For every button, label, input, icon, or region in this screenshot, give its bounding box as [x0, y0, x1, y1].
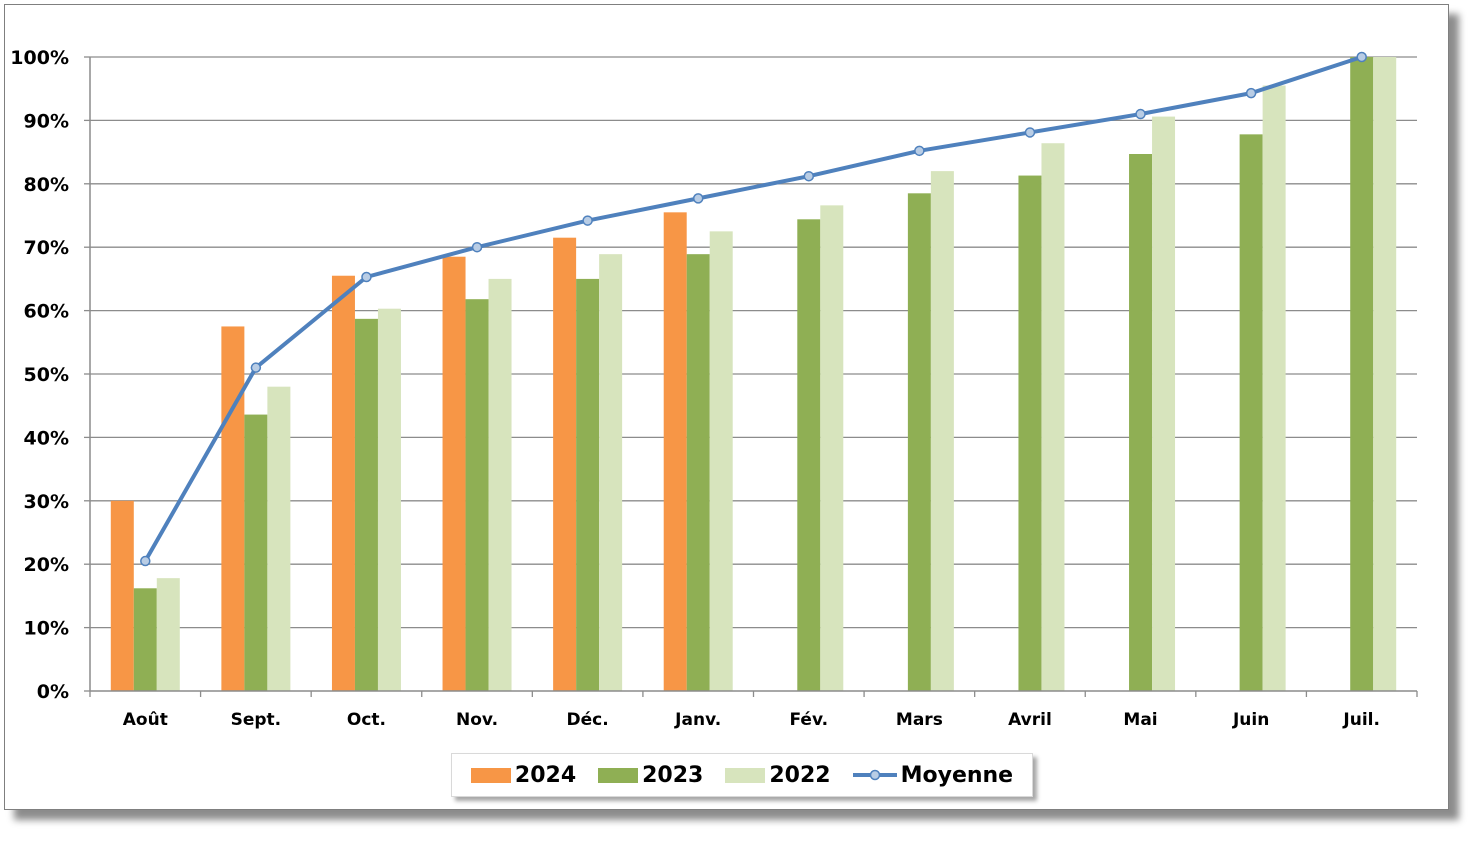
y-tick-label: 100% — [10, 47, 69, 69]
legend-swatch-2022 — [725, 767, 766, 783]
bar-2023-Nov. — [465, 299, 489, 691]
point-Moyenne-Mai — [1135, 108, 1146, 120]
y-tick-label: 30% — [24, 491, 69, 513]
bar-2022-Mars — [930, 171, 954, 691]
x-tick-label: Fév. — [789, 710, 828, 730]
chart-frame: 0% 10% 20% 30% 40% 50% 60% 70% 80% 90% 100% Août Sep… — [4, 4, 1449, 810]
bar-2022-Juil. — [1373, 57, 1397, 691]
bar-2024-Sept. — [221, 326, 245, 691]
x-tick-label: Avril — [1008, 710, 1052, 730]
bar-2024-Janv. — [663, 212, 687, 691]
bar-2023-Oct. — [354, 318, 378, 691]
bar-2022-Sept. — [267, 386, 291, 691]
bar-2024-Oct. — [331, 275, 355, 691]
bar-2023-Déc. — [576, 278, 600, 691]
bar-2024-Août — [110, 500, 134, 691]
x-tick-label: Juil. — [1342, 710, 1380, 730]
bar-2023-Fév. — [797, 219, 821, 691]
bar-2022-Fév. — [820, 205, 844, 691]
bar-2022-Juin — [1262, 85, 1286, 691]
x-tick-label: Mai — [1123, 710, 1157, 730]
x-tick-label: Juin — [1232, 710, 1269, 730]
legend-line-marker-icon — [852, 769, 897, 781]
bar-2022-Nov. — [488, 278, 512, 691]
legend-swatch-2024 — [470, 767, 511, 783]
x-tick-label: Août — [123, 710, 168, 730]
legend-item-2024: 2024 — [470, 762, 577, 788]
point-Moyenne-Mars — [914, 145, 925, 157]
bar-2023-Août — [133, 588, 157, 691]
bar-2023-Mars — [907, 193, 931, 691]
bar-2024-Nov. — [442, 256, 466, 691]
y-tick-label: 70% — [24, 237, 69, 259]
point-Moyenne-Juin — [1245, 87, 1257, 99]
x-tick-label: Sept. — [231, 710, 282, 730]
bar-2022-Août — [156, 578, 180, 691]
y-tick-label: 0% — [37, 681, 69, 703]
bar-2022-Oct. — [377, 308, 401, 691]
bar-2022-Déc. — [599, 254, 623, 691]
bar-2023-Sept. — [244, 414, 268, 691]
chart: 0% 10% 20% 30% 40% 50% 60% 70% 80% 90% 100% Août Sep… — [10, 47, 1418, 730]
point-Moyenne-Nov. — [471, 241, 483, 253]
point-Moyenne-Août — [140, 555, 151, 567]
point-Moyenne-Sept. — [250, 362, 262, 373]
gridlines — [90, 56, 1417, 629]
bar-2022-Janv. — [709, 231, 733, 691]
average-line — [140, 51, 1367, 567]
legend-item-2023: 2023 — [598, 763, 703, 788]
y-tick-label: 10% — [24, 618, 69, 640]
x-tick-label: Mars — [896, 710, 943, 730]
point-Moyenne-Juil. — [1356, 51, 1367, 63]
point-Moyenne-Oct. — [361, 271, 372, 283]
x-tick-label: Nov. — [456, 710, 498, 730]
axes — [84, 56, 1418, 697]
bar-2023-Avril — [1018, 175, 1042, 692]
point-Moyenne-Avril — [1024, 127, 1036, 138]
bar-2023-Mai — [1129, 154, 1153, 691]
legend-label-2024: 2024 — [514, 762, 577, 788]
legend-label-moyenne: Moyenne — [900, 762, 1014, 788]
x-tick-label: Déc. — [567, 710, 609, 730]
bar-2022-Mai — [1152, 116, 1176, 691]
bar-2024-Déc. — [553, 237, 577, 691]
point-Moyenne-Fév. — [803, 170, 815, 182]
bar-2023-Juil. — [1350, 57, 1374, 691]
legend-label-2022: 2022 — [769, 762, 831, 788]
legend-label-2023: 2023 — [642, 762, 704, 788]
bar-2023-Juin — [1239, 134, 1263, 691]
y-tick-label: 50% — [24, 364, 69, 386]
legend-item-2022: 2022 — [725, 762, 831, 788]
legend: 2024 2023 2022 Moyenne — [451, 753, 1033, 797]
bar-2023-Janv. — [686, 254, 710, 691]
x-tick-label: Janv. — [674, 710, 721, 730]
labels: 0% 10% 20% 30% 40% 50% 60% 70% 80% 90% 100% Août Sep… — [10, 47, 1380, 730]
x-tick-label: Oct. — [347, 710, 386, 730]
legend-swatch-2023 — [598, 767, 639, 783]
line-Moyenne — [143, 55, 1363, 563]
y-tick-label: 40% — [24, 427, 69, 449]
y-tick-label: 20% — [24, 554, 69, 576]
y-tick-label: 60% — [24, 301, 69, 323]
y-tick-label: 90% — [24, 110, 69, 132]
bars — [110, 57, 1397, 692]
bar-2022-Avril — [1041, 143, 1065, 691]
y-tick-label: 80% — [24, 174, 69, 196]
legend-item-moyenne: Moyenne — [852, 762, 1014, 788]
point-Moyenne-Déc. — [582, 215, 593, 226]
point-Moyenne-Janv. — [692, 193, 704, 204]
